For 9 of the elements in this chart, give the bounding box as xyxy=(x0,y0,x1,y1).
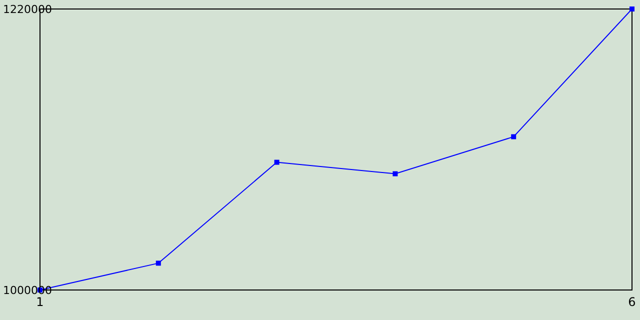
x-tick-label: 6 xyxy=(628,295,636,309)
point xyxy=(392,171,398,176)
y-tick-label: 1000000 xyxy=(3,284,52,297)
point xyxy=(274,160,280,165)
y-tick-label: 1220000 xyxy=(3,3,52,16)
point xyxy=(156,260,161,266)
x-tick-label: 1 xyxy=(36,295,44,309)
point xyxy=(630,6,634,12)
point xyxy=(511,134,516,140)
